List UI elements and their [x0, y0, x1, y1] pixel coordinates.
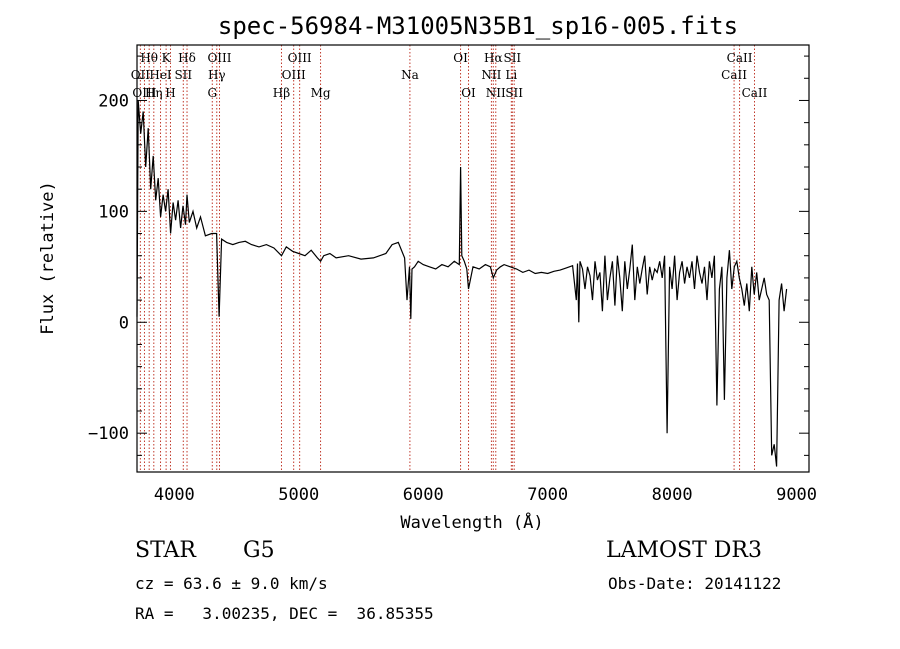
x-tick-label: 6000	[403, 485, 444, 505]
spectrum-line	[136, 100, 788, 467]
line-label: NII	[481, 68, 501, 82]
line-label: G	[207, 86, 217, 100]
y-tick-label: −100	[88, 424, 129, 444]
y-axis: −100 0 100 200	[88, 55, 809, 456]
line-label: K	[162, 51, 172, 65]
line-label: OI	[453, 51, 468, 65]
line-label: CaII	[727, 51, 753, 65]
line-label: Hα	[484, 51, 503, 65]
observation-date: Obs-Date: 20141122	[608, 574, 782, 593]
line-label: NII	[486, 86, 506, 100]
ra-dec-coordinates: RA = 3.00235, DEC = 36.85355	[135, 604, 434, 623]
x-tick-label: 9000	[776, 485, 817, 505]
x-tick-label: 4000	[154, 485, 195, 505]
line-label: Hθ	[140, 51, 158, 65]
line-label: SII	[503, 51, 521, 65]
line-label: OIII	[288, 51, 312, 65]
line-label: Mg	[311, 86, 331, 100]
line-label: OI	[461, 86, 476, 100]
line-label: OIII	[282, 68, 306, 82]
x-tick-label: 7000	[527, 485, 568, 505]
redshift-cz: cz = 63.6 ± 9.0 km/s	[135, 574, 328, 593]
chart-title: spec-56984-M31005N35B1_sp16-005.fits	[218, 12, 738, 40]
line-label: H	[165, 86, 175, 100]
line-label: Hδ	[178, 51, 196, 65]
y-tick-label: 100	[98, 202, 129, 222]
survey-name: LAMOST DR3	[606, 538, 762, 563]
object-subclass: G5	[243, 538, 275, 563]
y-axis-label: Flux (relative)	[38, 181, 58, 335]
line-label: HeI	[149, 68, 172, 82]
x-axis: 4000 5000 6000 7000 8000 9000	[154, 485, 817, 505]
line-label: CaII	[742, 86, 768, 100]
line-label: OII	[131, 68, 151, 82]
line-label: Li	[505, 68, 517, 82]
line-label: Hγ	[208, 68, 226, 82]
x-tick-label: 8000	[652, 485, 693, 505]
emission-line-labels: HθOIIOIIIHηHeIKHSIIHδGHγOIIIHβOIIIOIIIMg…	[131, 51, 768, 100]
line-label: SII	[505, 86, 523, 100]
line-label: Na	[401, 68, 419, 82]
line-label: SII	[174, 68, 192, 82]
y-tick-label: 200	[98, 91, 129, 111]
x-tick-label: 5000	[278, 485, 319, 505]
line-label: OIII	[207, 51, 231, 65]
line-label: OIII	[132, 86, 156, 100]
emission-line-markers	[139, 45, 755, 472]
line-label: Hβ	[273, 86, 290, 100]
line-label: CaII	[721, 68, 747, 82]
plot-frame	[136, 44, 810, 473]
y-tick-label: 0	[119, 313, 129, 333]
x-axis-label: Wavelength (Å)	[400, 511, 543, 533]
line-label: Hη	[145, 86, 163, 100]
object-class: STAR	[135, 538, 196, 563]
